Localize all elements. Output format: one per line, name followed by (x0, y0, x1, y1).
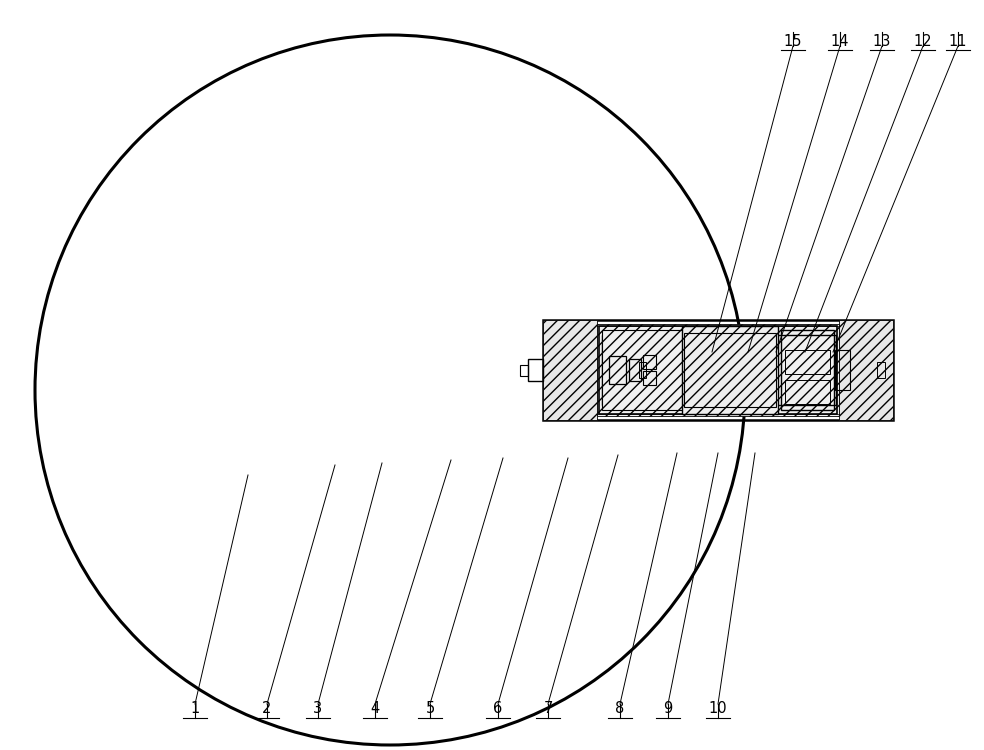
Bar (877, 362, 885, 378)
Bar (838, 320, 893, 420)
Text: 1: 1 (190, 701, 200, 716)
Text: 5: 5 (425, 701, 435, 716)
Bar (835, 350, 849, 390)
Bar (780, 330, 833, 410)
Text: 13: 13 (873, 34, 892, 49)
Text: 2: 2 (263, 701, 272, 716)
Text: 11: 11 (949, 34, 967, 49)
Text: 12: 12 (914, 34, 932, 49)
Text: 10: 10 (708, 701, 727, 716)
Bar (597, 324, 838, 416)
Bar (644, 371, 656, 386)
Bar (682, 326, 778, 414)
Text: 9: 9 (663, 701, 673, 716)
Text: 6: 6 (493, 701, 503, 716)
Text: 14: 14 (830, 34, 849, 49)
Bar (543, 320, 597, 420)
Bar (521, 364, 528, 376)
Bar (528, 359, 543, 381)
Bar (599, 326, 837, 414)
Text: 4: 4 (370, 701, 380, 716)
Text: 8: 8 (615, 701, 625, 716)
Bar (543, 320, 893, 420)
Bar (784, 380, 830, 404)
Bar (684, 333, 776, 407)
Bar (602, 335, 836, 405)
Bar (784, 350, 830, 374)
Text: 15: 15 (783, 34, 802, 49)
Text: 7: 7 (543, 701, 553, 716)
Bar (644, 355, 656, 368)
Bar (602, 330, 689, 410)
Bar (629, 359, 641, 381)
Text: 3: 3 (314, 701, 323, 716)
Bar (640, 362, 646, 378)
Bar (609, 356, 626, 384)
